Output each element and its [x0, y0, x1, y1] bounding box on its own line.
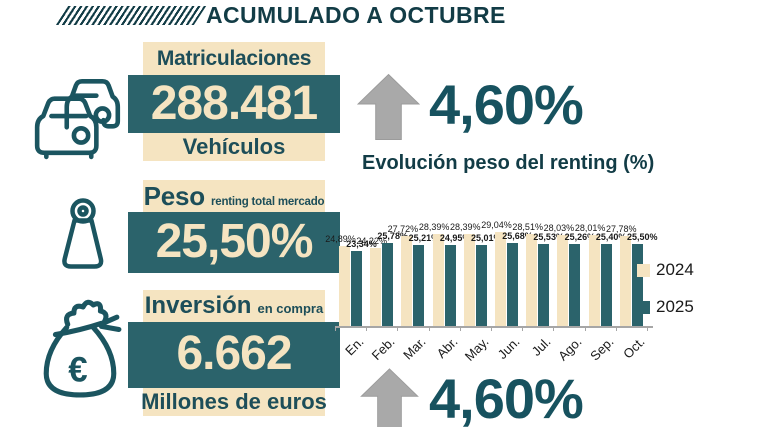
- axis-month-May: May.: [461, 334, 492, 364]
- x-axis-tick: [553, 327, 555, 331]
- bar-value-2025-Jul: 25,53%: [533, 231, 564, 242]
- bar-2025-May: [475, 245, 487, 326]
- cars-icon: [30, 64, 128, 162]
- euro-symbol: €: [68, 352, 87, 390]
- money-bag-euro-icon: €: [36, 298, 124, 408]
- bar-2024-Jul: [526, 233, 538, 326]
- bar-2025-Mar: [413, 244, 425, 326]
- bar-value-2024-Sep: 28,01%: [574, 223, 606, 234]
- bar-value-2025-Jun: 25,68%: [502, 231, 533, 241]
- inversion-unit: Millones de euros: [141, 388, 327, 416]
- chart-title: Evolución peso del renting (%): [362, 152, 655, 174]
- axis-month-Mar: Mar.: [400, 334, 429, 363]
- bar-2025-Feb: [382, 242, 394, 326]
- bar-2025-Sep: [600, 243, 612, 326]
- axis-month-Sep: Sep.: [586, 334, 617, 364]
- bar-value-2025-Feb: 25,78%: [377, 230, 408, 241]
- bar-2025-Abr: [444, 245, 456, 326]
- bar-value-2024-Feb: 24,22%: [356, 235, 387, 246]
- inversion-sublabel: en compra: [257, 301, 324, 316]
- bar-value-2025-Sep: 25,40%: [595, 231, 627, 242]
- x-axis-tick: [428, 327, 430, 331]
- bar-value-2025-Oct: 25,50%: [627, 231, 658, 242]
- matriculaciones-stat: Matriculaciones 288.481 Vehículos: [128, 42, 340, 161]
- bar-value-2024-May: 28,39%: [450, 222, 481, 233]
- inversion-value: 6.662: [128, 322, 340, 388]
- axis-month-Abr: Abr.: [433, 334, 461, 361]
- bar-2025-Jul: [538, 243, 550, 326]
- bar-value-2024-En: 24,89%: [325, 233, 356, 244]
- bar-2024-Jun: [495, 232, 506, 326]
- axis-month-Jun: Jun.: [494, 334, 523, 362]
- page-title: ACUMULADO A OCTUBRE: [206, 2, 506, 28]
- bar-value-2024-Oct: 27,78%: [606, 224, 637, 235]
- up-arrow-icon-top: [357, 73, 420, 141]
- bar-value-2025-Mar: 25,21%: [408, 232, 440, 243]
- axis-month-Jul: Jul.: [528, 334, 554, 359]
- legend-label-2024: 2024: [656, 260, 694, 279]
- x-axis-tick: [584, 327, 586, 331]
- bar-2025-En: [351, 250, 362, 326]
- bar-2024-Ago: [557, 235, 569, 326]
- renting-chart: 24,89% 23,34% En. 24,22% 25,78% Feb. 27,72% 25,…: [325, 210, 713, 380]
- bar-value-2025-May: 25,01%: [471, 233, 502, 244]
- bar-2024-Sep: [588, 235, 600, 326]
- legend-swatch-2024: [637, 263, 650, 277]
- bar-2025-Ago: [569, 244, 581, 326]
- peso-sublabel: renting total mercado: [210, 196, 325, 208]
- x-axis-tick: [366, 327, 368, 331]
- peso-header: Peso renting total mercado: [143, 180, 325, 212]
- weight-icon: [47, 196, 119, 274]
- legend-entry-2024: 2024: [637, 260, 694, 280]
- growth-value-bottom: 4,60%: [429, 367, 584, 427]
- inversion-stat: Inversión en compra 6.662 Millones de eu…: [128, 290, 340, 418]
- bar-value-2024-Ago: 28,03%: [543, 223, 575, 234]
- up-arrow-icon-bottom: [359, 368, 420, 427]
- x-axis-tick: [491, 327, 492, 331]
- x-axis-tick: [397, 327, 399, 331]
- axis-month-Oct: Oct.: [619, 334, 648, 362]
- legend-label-2025: 2025: [656, 297, 694, 316]
- bar-2024-Mar: [401, 236, 413, 326]
- peso-stat: Peso renting total mercado 25,50%: [128, 180, 340, 273]
- inversion-label: Inversión: [144, 292, 252, 319]
- bar-2024-Feb: [370, 247, 382, 326]
- bar-value-2024-Mar: 27,72%: [387, 224, 419, 235]
- growth-value-top: 4,60%: [429, 73, 584, 136]
- bar-value-2024-Jun: 29,04%: [481, 220, 512, 231]
- x-axis-tick: [335, 327, 336, 331]
- bar-value-2025-En: 23,34%: [346, 238, 377, 249]
- axis-month-En: En.: [342, 334, 367, 359]
- axis-month-Feb: Feb.: [368, 334, 398, 364]
- x-axis-tick: [522, 327, 524, 331]
- inversion-header: Inversión en compra: [143, 290, 325, 322]
- peso-label: Peso: [143, 181, 206, 211]
- bar-2025-Oct: [631, 243, 643, 326]
- hatch-marks-icon: [55, 6, 207, 25]
- bar-2024-Oct: [619, 236, 631, 326]
- peso-value: 25,50%: [128, 212, 340, 273]
- bar-value-2025-Abr: 24,95%: [439, 233, 471, 244]
- legend-entry-2025: 2025: [637, 297, 694, 317]
- bar-value-2024-Abr: 28,39%: [418, 222, 450, 233]
- bar-2024-En: [339, 245, 350, 326]
- x-axis-tick: [615, 327, 617, 331]
- x-axis-tick: [647, 327, 648, 331]
- matriculaciones-unit: Vehículos: [143, 133, 325, 161]
- legend-swatch-2025: [637, 300, 650, 314]
- matriculaciones-value: 288.481: [128, 75, 340, 133]
- bar-2024-May: [463, 234, 475, 326]
- matriculaciones-label: Matriculaciones: [143, 42, 325, 75]
- bar-value-2024-Jul: 28,51%: [512, 221, 543, 232]
- bar-2025-Jun: [507, 243, 518, 326]
- bar-2024-Abr: [432, 234, 444, 326]
- axis-month-Ago: Ago.: [555, 334, 585, 364]
- bar-value-2025-Ago: 25,26%: [564, 232, 596, 243]
- x-axis-tick: [459, 327, 461, 331]
- x-axis-line: [335, 326, 653, 328]
